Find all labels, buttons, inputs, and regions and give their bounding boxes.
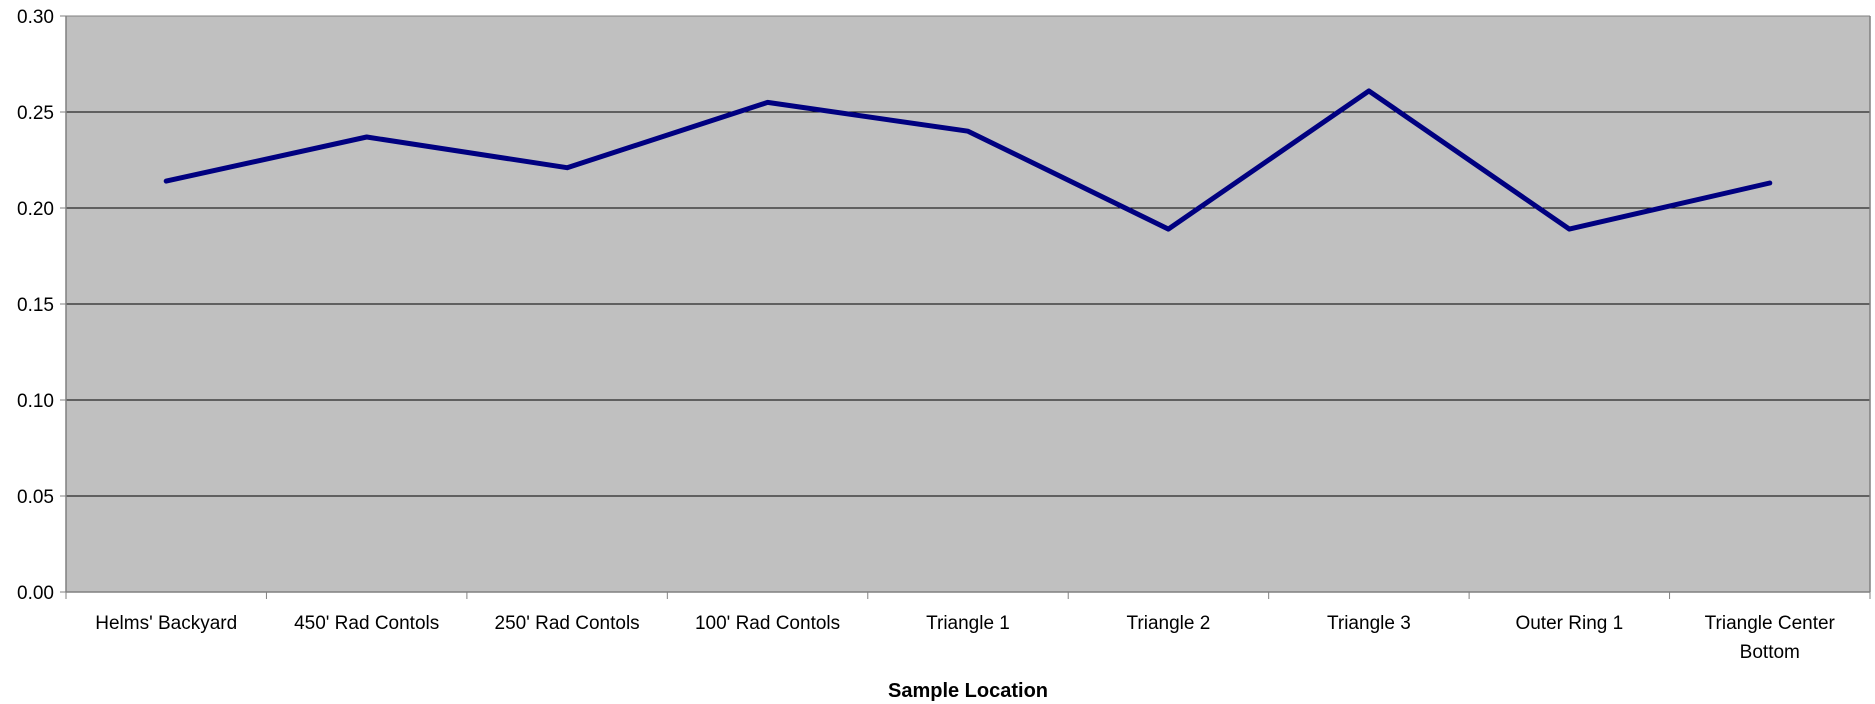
x-tick-label: Triangle 3 xyxy=(1327,613,1411,634)
x-tick-label-line: 250' Rad Contols xyxy=(495,613,640,634)
x-tick-label: 100' Rad Contols xyxy=(695,613,840,634)
y-tick-label: 0.05 xyxy=(17,487,54,508)
series-line xyxy=(163,88,1773,232)
y-tick-labels: 0.00 0.05 0.10 0.15 0.20 0.25 0.30 xyxy=(17,7,54,604)
x-tick-label: Triangle 1 xyxy=(926,613,1010,634)
y-tick-label: 0.00 xyxy=(17,583,54,604)
x-tick-label-line: Triangle 2 xyxy=(1127,613,1211,634)
x-tick-label-line: Bottom xyxy=(1740,642,1800,663)
x-tick-label-line: Triangle Center xyxy=(1705,613,1836,634)
y-tick-label: 0.30 xyxy=(17,7,54,28)
x-tick-label-line: 450' Rad Contols xyxy=(294,613,439,634)
x-tick-label-line: Helms' Backyard xyxy=(95,613,237,634)
x-tick-labels: Helms' Backyard 450' Rad Contols 250' Rad … xyxy=(95,613,1835,663)
x-axis-title: Sample Location xyxy=(888,680,1048,702)
x-tick-label-line: Triangle 3 xyxy=(1327,613,1411,634)
x-tick-label: 450' Rad Contols xyxy=(294,613,439,634)
x-tick-label: Triangle 2 xyxy=(1127,613,1211,634)
axes xyxy=(65,15,1871,599)
y-tick-label: 0.20 xyxy=(17,199,54,220)
x-tick-label: Triangle Center Bottom xyxy=(1705,613,1836,663)
x-tick-label-line: 100' Rad Contols xyxy=(695,613,840,634)
x-tick-label-line: Triangle 1 xyxy=(926,613,1010,634)
y-tick-label: 0.25 xyxy=(17,103,54,124)
x-tick-label: Outer Ring 1 xyxy=(1515,613,1623,634)
x-tick-label: Helms' Backyard xyxy=(95,613,237,634)
y-tick-label: 0.10 xyxy=(17,391,54,412)
x-tick-label: 250' Rad Contols xyxy=(495,613,640,634)
y-tick-label: 0.15 xyxy=(17,295,54,316)
x-tick-label-line: Outer Ring 1 xyxy=(1515,613,1623,634)
